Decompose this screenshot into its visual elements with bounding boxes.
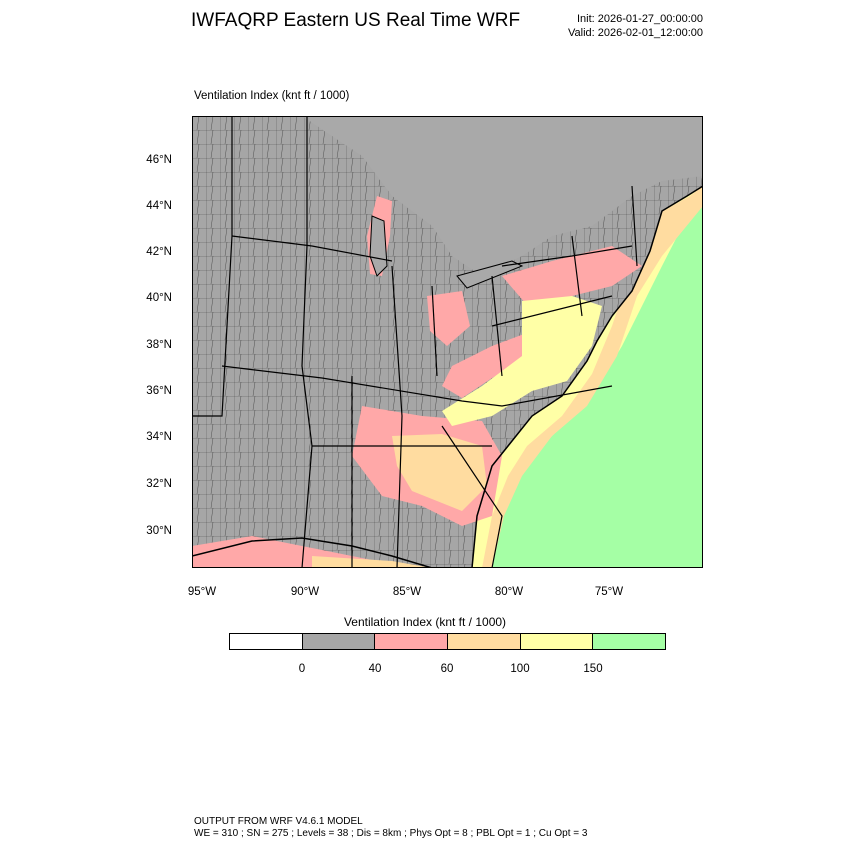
gulf-coastline: [192, 537, 433, 568]
field-label: Ventilation Index (knt ft / 1000): [194, 90, 350, 102]
lat-label-32: 32°N: [146, 478, 172, 490]
colorbar: [229, 633, 666, 650]
lat-label-30: 30°N: [146, 525, 172, 537]
model-info-line1: OUTPUT FROM WRF V4.6.1 MODEL: [194, 816, 363, 827]
lat-label-38: 38°N: [146, 339, 172, 351]
lon-label-90: 90°W: [290, 586, 320, 598]
lon-label-75: 75°W: [594, 586, 624, 598]
coastal-band-orange: [482, 186, 703, 568]
zone-yellow-gulf: [312, 556, 432, 568]
colorbar-label-0: 0: [298, 663, 306, 675]
coastline: [471, 185, 703, 568]
colorbar-segment-2: [375, 634, 449, 649]
zone-yellow-midatlantic: [442, 296, 602, 426]
zone-orange-southeast: [392, 434, 487, 511]
lake-erie: [456, 260, 524, 289]
ventilation-index-map: [192, 116, 703, 568]
lat-label-44: 44°N: [146, 200, 172, 212]
valid-time: Valid: 2026-02-01_12:00:00: [568, 27, 703, 39]
zone-pink-ohio: [427, 291, 470, 346]
colorbar-label-100: 100: [510, 663, 530, 675]
colorbar-label-150: 150: [583, 663, 603, 675]
lat-label-34: 34°N: [146, 431, 172, 443]
colorbar-segment-3: [448, 634, 521, 649]
plot-title: IWFAQRP Eastern US Real Time WRF: [191, 10, 521, 31]
colorbar-segment-1: [302, 634, 376, 649]
lat-label-46: 46°N: [146, 154, 172, 166]
lake-michigan: [369, 215, 388, 277]
lat-label-40: 40°N: [146, 292, 172, 304]
colorbar-title: Ventilation Index (knt ft / 1000): [343, 615, 507, 629]
colorbar-segment-5: [593, 634, 666, 649]
lon-label-80: 80°W: [494, 586, 524, 598]
canada-area: [302, 116, 703, 276]
colorbar-label-60: 60: [440, 663, 454, 675]
lon-label-95: 95°W: [187, 586, 217, 598]
lat-label-42: 42°N: [146, 246, 172, 258]
colorbar-segment-4: [520, 634, 594, 649]
state-boundaries: [192, 116, 638, 568]
lon-label-85: 85°W: [392, 586, 422, 598]
colorbar-segment-0: [230, 634, 303, 649]
colorbar-label-40: 40: [368, 663, 382, 675]
zone-pink-northeast: [502, 246, 642, 311]
model-info-line2: WE = 310 ; SN = 275 ; Levels = 38 ; Dis …: [194, 828, 588, 839]
init-time: Init: 2026-01-27_00:00:00: [577, 13, 703, 25]
lat-label-36: 36°N: [146, 385, 172, 397]
offshore-zone-green: [492, 186, 703, 568]
